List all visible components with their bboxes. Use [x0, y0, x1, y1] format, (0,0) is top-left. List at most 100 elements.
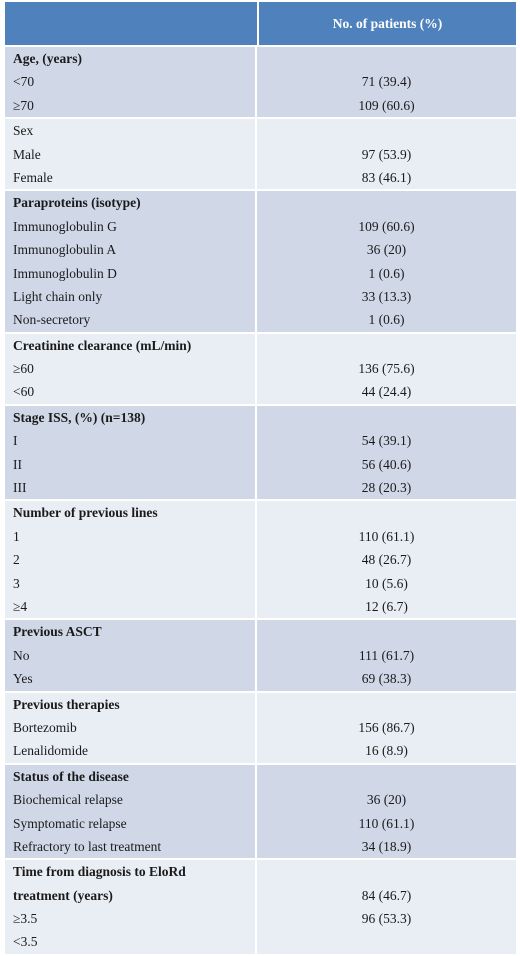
row-label: Immunoglobulin D — [13, 265, 117, 281]
row-label: II — [13, 456, 22, 472]
label-cell: Sex Male Female — [5, 119, 257, 190]
row-label: ≥70 — [13, 97, 34, 113]
label-cell: Number of previous lines 1 2 3 ≥4 — [5, 501, 257, 619]
row-label: No — [13, 647, 30, 663]
row-value — [257, 191, 516, 214]
row-value — [257, 501, 516, 524]
table-group: Previous therapies Bortezomib Lenalidomide… — [5, 692, 516, 765]
row-label: Yes — [13, 671, 33, 687]
row-label: Sex — [13, 123, 34, 139]
row-value — [257, 47, 516, 70]
row-label: Lenalidomide — [13, 743, 88, 759]
row-label: 2 — [13, 552, 20, 568]
table-group: Stage ISS, (%) (n=138) I II III 54 (39.1) 56 … — [5, 405, 516, 502]
row-label: Non-secretory — [13, 312, 91, 328]
row-value: 12 (6.7) — [365, 598, 408, 614]
row-label: <60 — [13, 384, 35, 400]
row-value: 36 (20) — [366, 792, 407, 808]
row-label: I — [13, 433, 18, 449]
row-value: 33 (13.3) — [361, 288, 412, 304]
row-label: <3.5 — [13, 934, 38, 950]
row-value: 71 (39.4) — [361, 74, 412, 90]
row-value: 109 (60.6) — [358, 218, 415, 234]
row-value: 96 (53.3) — [361, 911, 412, 927]
row-label: 1 — [13, 528, 20, 544]
row-value — [257, 620, 516, 643]
row-label: Female — [13, 169, 53, 185]
section-heading: Paraproteins (isotype) — [13, 195, 141, 211]
row-label: Immunoglobulin G — [13, 218, 117, 234]
row-value — [257, 860, 516, 883]
table-group: Creatinine clearance (mL/min) ≥60 <60 136 (… — [5, 333, 516, 406]
table-group: Status of the disease Biochemical relapse… — [5, 764, 516, 861]
value-cell: 136 (75.6) 44 (24.4) — [257, 334, 516, 404]
label-cell: Previous ASCT No Yes — [5, 620, 257, 691]
value-cell: 97 (53.9) 83 (46.1) — [257, 119, 516, 189]
row-value — [257, 930, 516, 953]
row-value — [257, 765, 516, 788]
row-value: 54 (39.1) — [361, 433, 412, 449]
row-label: ≥60 — [13, 361, 34, 377]
value-cell: 109 (60.6) 36 (20) 1 (0.6) 33 (13.3) 1 (0.6) — [257, 191, 516, 331]
row-value: 84 (46.7) — [361, 887, 412, 903]
table-group: Number of previous lines 1 2 3 ≥4 110 (61.1) 4… — [5, 501, 516, 621]
value-cell: 54 (39.1) 56 (40.6) 28 (20.3) — [257, 406, 516, 500]
table-group: Age, (years) <70 ≥70 71 (39.4) 109 (60.6) — [5, 47, 516, 120]
value-cell: 84 (46.7) 96 (53.3) — [257, 860, 516, 954]
label-cell: Age, (years) <70 ≥70 — [5, 47, 257, 118]
value-cell: 71 (39.4) 109 (60.6) — [257, 47, 516, 117]
section-heading: Creatinine clearance (mL/min) — [13, 337, 192, 353]
row-label: ≥4 — [13, 598, 28, 614]
section-heading: Age, (years) — [13, 51, 82, 66]
row-value: 48 (26.7) — [361, 552, 412, 568]
value-cell: 36 (20) 110 (61.1) 34 (18.9) — [257, 765, 516, 859]
patient-characteristics-table: No. of patients (%) Age, (years) <70 ≥70 71… — [5, 2, 516, 956]
label-cell: Paraproteins (isotype) Immunoglobulin G Im… — [5, 191, 257, 332]
label-cell: Time from diagnosis to EloRd treatment (y… — [5, 860, 257, 954]
row-value — [257, 119, 516, 142]
row-value: 1 (0.6) — [368, 265, 405, 281]
section-heading: Stage ISS, (%) (n=138) — [13, 409, 146, 425]
table-header: No. of patients (%) — [5, 2, 516, 47]
value-cell: 111 (61.7) 69 (38.3) — [257, 620, 516, 690]
row-value: 156 (86.7) — [358, 719, 415, 735]
value-cell: 156 (86.7) 16 (8.9) — [257, 693, 516, 763]
row-value — [257, 693, 516, 716]
row-value: 83 (46.1) — [361, 169, 412, 185]
row-label: Light chain only — [13, 288, 103, 304]
label-cell: Previous therapies Bortezomib Lenalidomide — [5, 692, 257, 763]
table-group: Paraproteins (isotype) Immunoglobulin G Im… — [5, 191, 516, 334]
section-heading: Previous therapies — [13, 696, 120, 712]
label-cell: Stage ISS, (%) (n=138) I II III — [5, 405, 257, 500]
row-label: Symptomatic relapse — [13, 815, 127, 831]
row-value: 97 (53.9) — [361, 146, 412, 162]
table-group: Previous ASCT No Yes 111 (61.7) 69 (38.3) — [5, 620, 516, 693]
row-label: Immunoglobulin A — [13, 242, 117, 258]
row-value: 34 (18.9) — [361, 838, 412, 854]
row-value: 56 (40.6) — [361, 456, 412, 472]
row-value: 110 (61.1) — [358, 528, 415, 544]
value-cell: 110 (61.1) 48 (26.7) 10 (5.6) 12 (6.7) — [257, 501, 516, 618]
row-value: 69 (38.3) — [361, 671, 412, 687]
row-value: 44 (24.4) — [361, 384, 412, 400]
section-heading: Status of the disease — [13, 768, 129, 784]
table-group: Time from diagnosis to EloRd treatment (y… — [5, 860, 516, 956]
section-heading: Number of previous lines — [13, 505, 158, 521]
row-value: 1 (0.6) — [368, 312, 405, 328]
table-group: Sex Male Female 97 (53.9) 83 (46.1) — [5, 119, 516, 192]
row-value — [257, 334, 516, 357]
row-label: III — [13, 480, 27, 496]
row-value: 111 (61.7) — [358, 647, 415, 663]
row-label: ≥3.5 — [13, 911, 38, 927]
row-value — [257, 406, 516, 429]
row-value: 36 (20) — [366, 242, 407, 258]
row-label: <70 — [13, 74, 35, 90]
row-label: Male — [13, 146, 41, 162]
row-value: 109 (60.6) — [358, 97, 415, 113]
row-value: 10 (5.6) — [365, 575, 408, 591]
label-cell: Creatinine clearance (mL/min) ≥60 <60 — [5, 333, 257, 404]
row-value: 110 (61.1) — [358, 815, 415, 831]
header-label-cell — [5, 2, 259, 45]
row-label: Refractory to last treatment — [13, 838, 162, 854]
row-label: 3 — [13, 575, 20, 591]
